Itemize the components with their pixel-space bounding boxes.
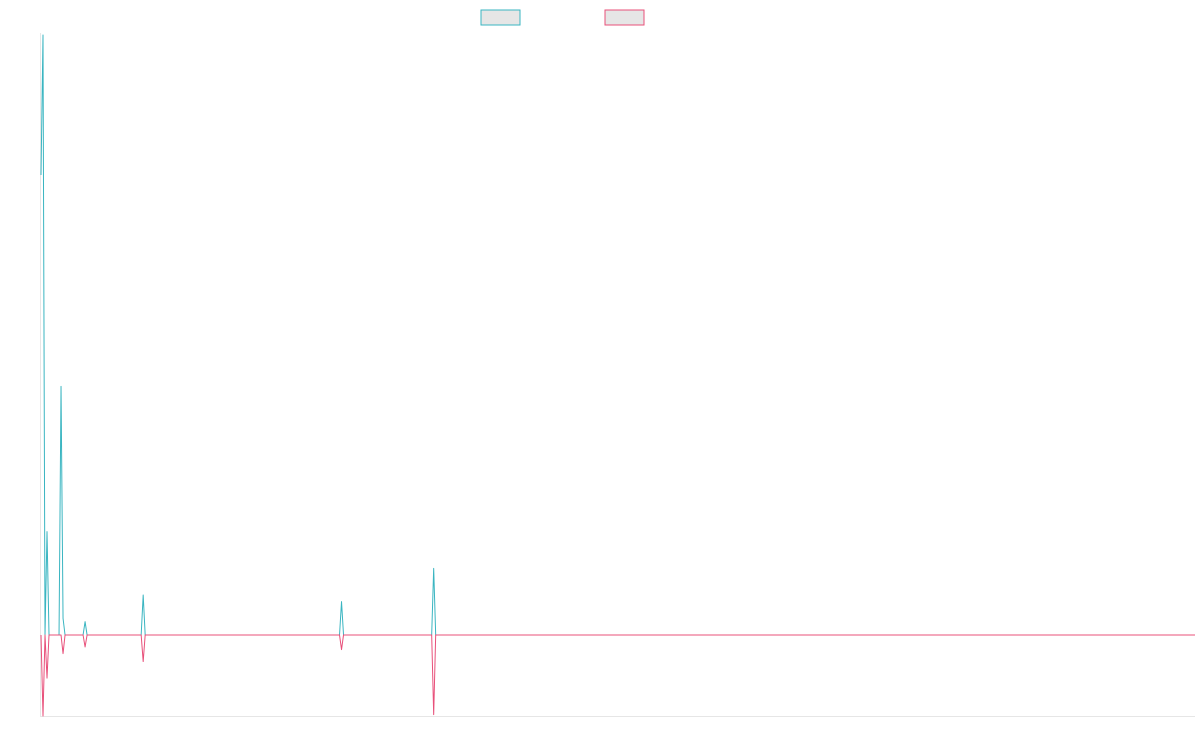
legend <box>480 9 645 26</box>
legend-swatch-series-2[interactable] <box>604 9 645 26</box>
series-layer <box>40 34 1195 717</box>
legend-swatch-series-1[interactable] <box>480 9 521 26</box>
series-line-2 <box>40 634 1195 717</box>
plot-area <box>40 33 1195 717</box>
series-line-1 <box>40 34 1187 636</box>
